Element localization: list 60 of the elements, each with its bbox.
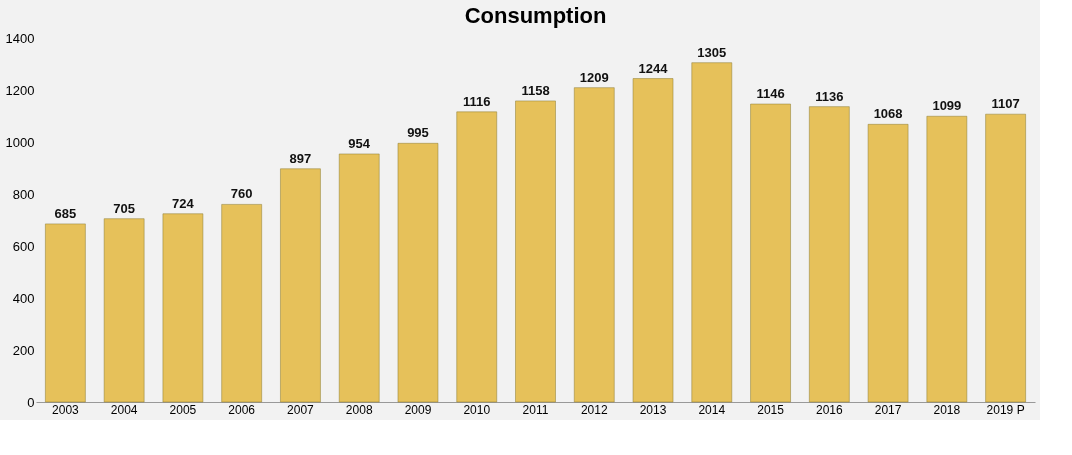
data-label: 685 xyxy=(54,205,77,221)
bar xyxy=(515,100,556,403)
y-tick-label: 600 xyxy=(12,238,35,254)
x-tick-label: 2006 xyxy=(228,402,256,417)
y-tick-label: 1000 xyxy=(5,134,35,150)
data-label: 1136 xyxy=(815,88,844,104)
bar xyxy=(103,218,145,403)
x-tick-label: 2013 xyxy=(639,402,667,417)
bar xyxy=(221,204,262,403)
y-tick-label: 200 xyxy=(12,342,35,358)
x-tick-label: 2009 xyxy=(404,402,432,417)
bar xyxy=(926,116,968,403)
x-tick-label: 2008 xyxy=(345,402,373,417)
x-tick-label: 2012 xyxy=(580,402,608,417)
data-label: 954 xyxy=(348,135,371,151)
bar xyxy=(162,213,204,403)
x-tick-label: 2005 xyxy=(169,402,197,417)
bar xyxy=(280,168,321,403)
bar xyxy=(985,113,1026,403)
bar xyxy=(632,78,674,403)
data-label: 897 xyxy=(289,150,312,166)
data-label: 1305 xyxy=(697,44,727,60)
bar xyxy=(750,103,791,403)
data-label: 1146 xyxy=(756,86,785,102)
y-tick-label: 1200 xyxy=(5,82,35,98)
y-tick-label: 400 xyxy=(12,290,35,306)
x-tick-label: 2019 P xyxy=(986,402,1025,417)
data-label: 1158 xyxy=(521,82,550,98)
y-tick-label: 800 xyxy=(12,186,35,202)
bar xyxy=(809,106,850,403)
x-tick-label: 2004 xyxy=(110,402,138,417)
bar xyxy=(574,87,615,403)
data-label: 995 xyxy=(407,125,429,141)
data-label: 1099 xyxy=(932,98,962,114)
data-label: 760 xyxy=(230,186,253,202)
data-label: 1116 xyxy=(462,93,491,109)
data-label: 1209 xyxy=(579,69,609,85)
bar xyxy=(397,143,439,403)
x-tick-label: 2011 xyxy=(522,402,549,417)
data-label: 1244 xyxy=(638,60,669,76)
chart-title: Consumption xyxy=(464,3,607,28)
data-label: 1107 xyxy=(991,96,1020,112)
y-tick-label: 0 xyxy=(27,394,35,410)
bar xyxy=(45,223,86,403)
x-tick-label: 2003 xyxy=(52,402,80,417)
bar xyxy=(867,124,909,403)
data-label: 724 xyxy=(172,195,195,211)
bar xyxy=(691,62,733,403)
data-label: 1068 xyxy=(873,106,903,122)
data-label: 705 xyxy=(113,200,135,216)
x-tick-label: 2014 xyxy=(698,402,726,417)
bar xyxy=(456,111,497,403)
x-tick-label: 2016 xyxy=(815,402,843,417)
x-tick-label: 2018 xyxy=(933,402,961,417)
y-tick-label: 1400 xyxy=(5,30,35,46)
x-tick-label: 2017 xyxy=(874,402,902,417)
x-tick-label: 2015 xyxy=(757,402,785,417)
x-tick-label: 2007 xyxy=(287,402,315,417)
bar xyxy=(338,153,380,403)
x-tick-label: 2010 xyxy=(463,402,491,417)
